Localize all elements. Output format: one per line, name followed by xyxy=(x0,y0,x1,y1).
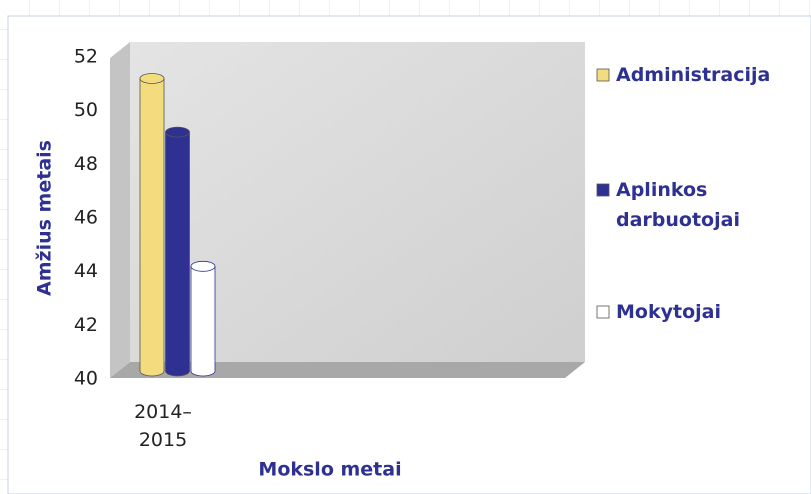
legend-label-line: Administracija xyxy=(616,64,770,86)
x-tick-label: 2014– 2015 xyxy=(134,401,192,451)
y-tick-label: 44 xyxy=(74,260,98,282)
floor xyxy=(110,362,585,378)
bar-top xyxy=(139,73,165,84)
side-wall xyxy=(110,42,130,378)
y-tick-label: 42 xyxy=(74,314,98,336)
bar-top xyxy=(190,260,216,272)
y-tick-label: 50 xyxy=(74,99,98,121)
bar xyxy=(165,126,190,377)
legend-swatch xyxy=(596,68,610,82)
x-axis-title: Mokslo metai xyxy=(258,459,401,481)
legend-swatch xyxy=(596,183,610,197)
legend-swatch xyxy=(596,305,610,319)
legend-label: Aplinkos darbuotojai xyxy=(616,179,740,231)
legend-label-line: Mokytojai xyxy=(616,301,721,323)
bar-body xyxy=(190,265,216,377)
bar-top xyxy=(165,126,190,138)
back-wall xyxy=(130,42,585,362)
y-tick-label: 52 xyxy=(74,46,98,68)
bar-body xyxy=(165,131,190,377)
legend-label-line: darbuotojai xyxy=(616,209,740,231)
bar-body xyxy=(139,78,165,377)
y-tick-label: 48 xyxy=(74,153,98,175)
y-axis-title: Amžius metais xyxy=(34,140,56,296)
y-tick-label: 46 xyxy=(74,207,98,229)
legend-label: Mokytojai xyxy=(616,301,721,323)
y-tick-label: 40 xyxy=(74,368,98,390)
legend-label: Administracija xyxy=(616,64,770,86)
bar xyxy=(190,260,216,377)
x-tick-label-line: 2014– xyxy=(134,401,192,423)
legend-label-line: Aplinkos xyxy=(616,179,707,201)
bar xyxy=(139,73,165,377)
x-tick-label-line: 2015 xyxy=(139,429,187,451)
